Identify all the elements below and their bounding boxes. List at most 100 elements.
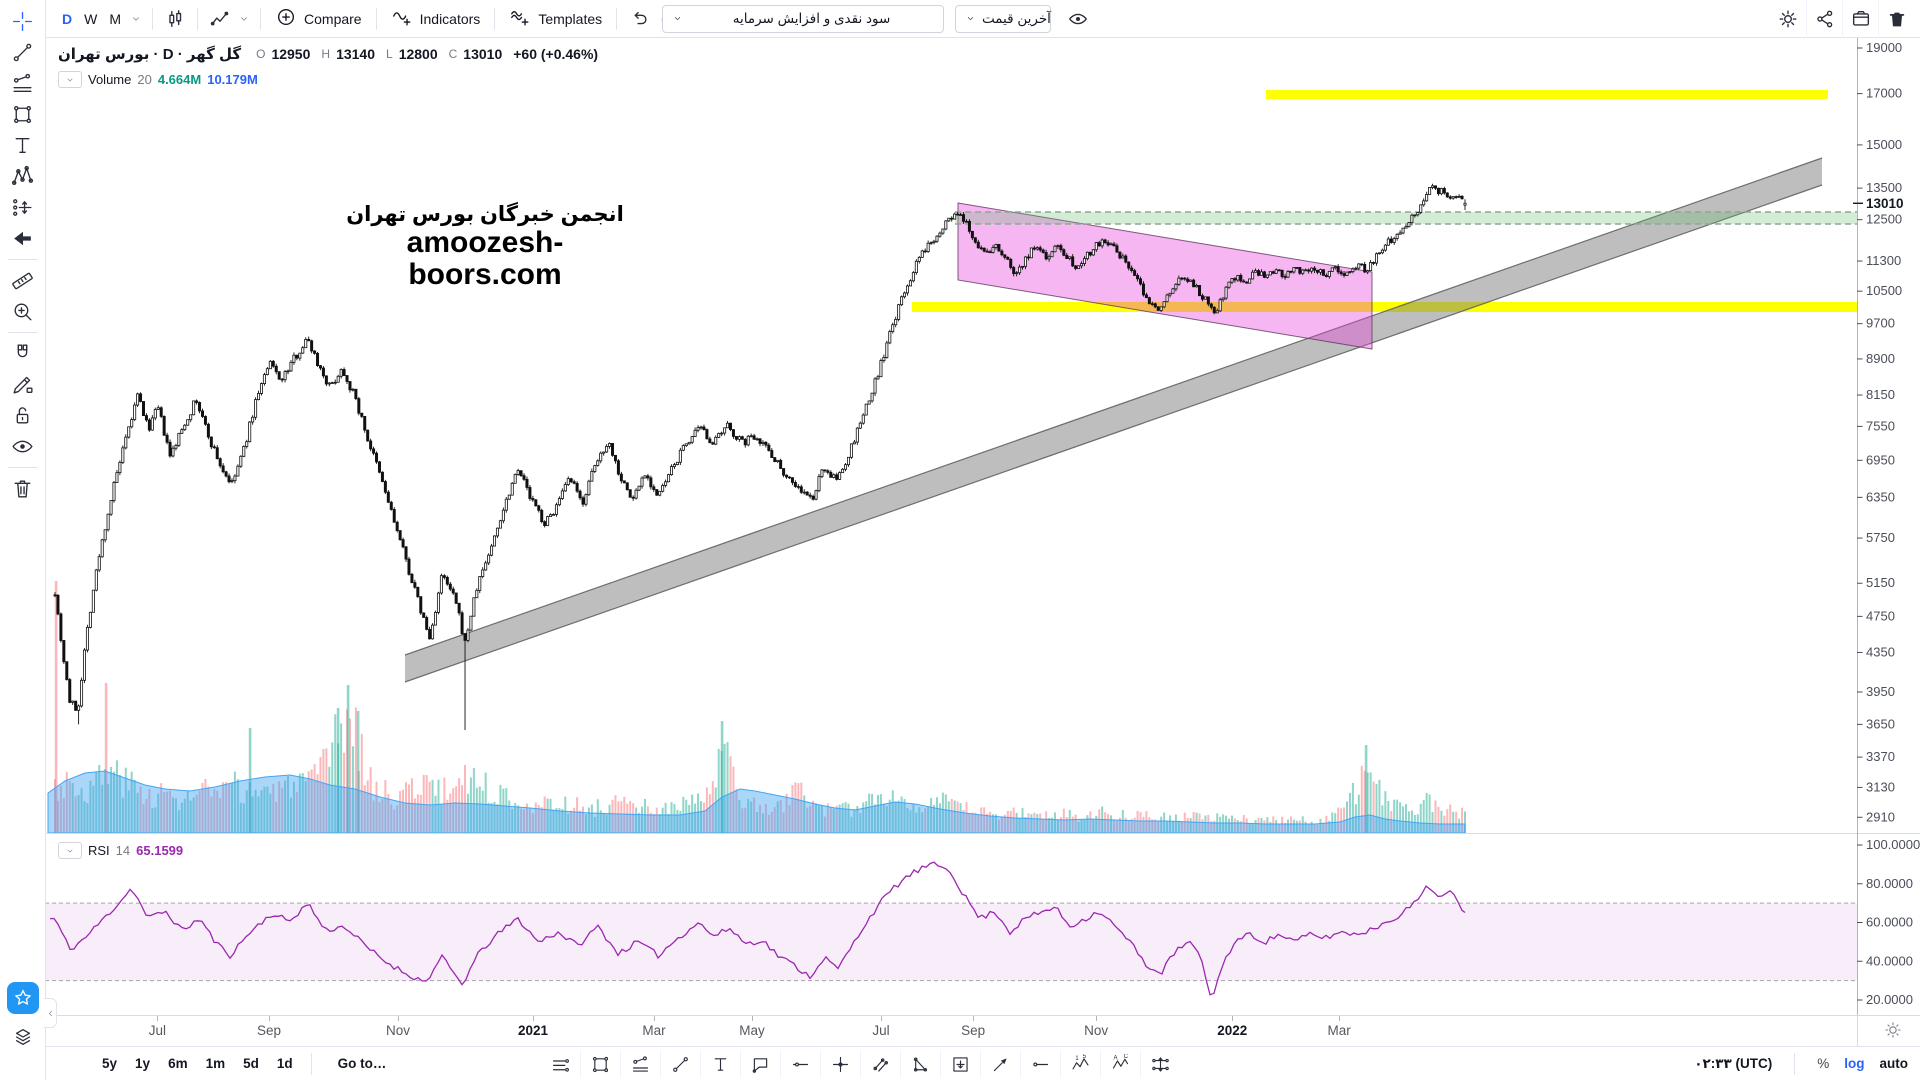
tool-lock-all-icon[interactable] [6,400,40,431]
tool-fib-retracement-icon[interactable] [6,68,40,99]
favorite-tool-parallel-channel-icon[interactable] [860,1050,900,1078]
tool-arrows-marker-icon[interactable] [6,223,40,254]
time-tick [157,1016,159,1021]
symbol-title[interactable]: گل گهر · D · بورس تهران [58,46,242,63]
divider [616,7,618,30]
favorite-tool-horizontal-ray-icon[interactable] [780,1050,820,1078]
price-axis[interactable]: 19000 17000 15000 13500 12500 11300 10500 9700 8… [45,38,1920,1015]
price-mode-dropdown[interactable]: آخرین قیمت [955,5,1051,33]
chart-style-chevron-icon[interactable] [235,0,253,38]
time-label-Nov: Nov [385,1023,410,1038]
favorite-tool-fib-retracement-icon[interactable] [620,1050,660,1078]
share-button[interactable] [1806,0,1842,38]
divider [152,7,154,30]
tool-magnet-icon[interactable] [6,338,40,369]
range-1m-button[interactable]: 1m [199,1052,233,1075]
visibility-eye-button[interactable] [1063,0,1093,38]
svg-text:3950: 3950 [1866,684,1895,699]
volume-collapse-chevron[interactable] [58,71,82,88]
timeframe-monthly-button[interactable]: M [103,0,127,38]
time-tick [752,1016,754,1021]
clock-utc[interactable]: ۰۲:۳۳ (UTC) [1694,1055,1773,1071]
compare-button[interactable]: Compare [268,0,369,38]
tool-text-tool-icon[interactable] [6,130,40,161]
tool-projection-icon[interactable] [6,192,40,223]
rsi-legend[interactable]: RSI 14 65.1599 [58,842,183,859]
panel-toggle-icon[interactable] [1878,0,1914,38]
tool-shapes-rectangle-icon[interactable] [6,99,40,130]
range-6m-button[interactable]: 6m [161,1052,195,1075]
favorite-tool-ray-icon[interactable] [1020,1050,1060,1078]
line-tool-icon[interactable] [205,0,235,38]
indicators-button[interactable]: Indicators [384,0,488,38]
auto-scale-button[interactable]: auto [1879,1056,1909,1071]
adjustments-dropdown[interactable]: سود نقدی و افزایش سرمایه [662,5,944,33]
time-label-Sep: Sep [256,1023,281,1038]
volume-series [54,581,1466,833]
tool-hide-all-icon[interactable] [6,431,40,462]
tool-drawing-mode-icon[interactable] [6,369,40,400]
gray-trend-channel [405,158,1822,682]
favorites-star-button[interactable] [7,982,39,1014]
favorite-tool-rectangle-icon[interactable] [580,1050,620,1078]
svg-text:6950: 6950 [1866,452,1895,467]
timeframe-weekly-button[interactable]: W [78,0,103,38]
favorite-tool-cross-line-icon[interactable] [820,1050,860,1078]
green-breakout-zone [955,212,1857,224]
favorite-tool-callout-icon[interactable] [740,1050,780,1078]
chevron-down-icon [965,12,976,27]
goto-date-button[interactable]: Go to… [331,1052,394,1075]
favorite-tool-text-tool-icon[interactable] [700,1050,740,1078]
range-5d-button[interactable]: 5d [236,1052,266,1075]
tool-crosshair-icon[interactable] [6,6,40,37]
percent-scale-button[interactable]: % [1817,1056,1830,1071]
tool-ruler-icon[interactable] [6,265,40,296]
svg-text:20.0000: 20.0000 [1866,992,1913,1007]
theme-sun-icon[interactable] [1883,1020,1903,1045]
favorite-tool-date-price-range-icon[interactable] [940,1050,980,1078]
volume-value: 4.664M [157,72,202,87]
divider [197,7,199,30]
tool-trend-line-icon[interactable] [6,37,40,68]
range-5y-button[interactable]: 5y [95,1052,124,1075]
favorite-tool-long-position-icon[interactable] [1140,1050,1180,1078]
collapse-sidebar-tab[interactable] [44,998,57,1028]
chart-style-candles-icon[interactable] [160,0,190,38]
time-tick [1096,1016,1098,1021]
snapshot-camera-button[interactable] [1842,0,1878,38]
templates-icon [509,6,531,31]
tool-xabcd-pattern-icon[interactable] [6,161,40,192]
time-label-Jul: Jul [872,1023,890,1038]
top-toolbar: D W M Compare Indicators Templates سو [46,0,1920,38]
time-tick [1232,1016,1234,1021]
object-tree-icon[interactable] [7,1022,39,1052]
timeframe-daily-button[interactable]: D [56,0,78,38]
volume-legend[interactable]: Volume 20 4.664M 10.179M [58,71,258,88]
timeframe-menu-chevron-icon[interactable] [127,0,145,38]
log-scale-button[interactable]: log [1844,1056,1865,1071]
low-value: 12800 [398,46,438,62]
favorite-tool-trend-line-icon[interactable] [660,1050,700,1078]
favorite-tool-horizontal-line-icon[interactable] [540,1050,580,1078]
favorite-tool-arrow-marker-icon[interactable] [980,1050,1020,1078]
range-1y-button[interactable]: 1y [128,1052,157,1075]
favorite-tool-triangle-icon[interactable] [900,1050,940,1078]
svg-text:19000: 19000 [1866,40,1902,55]
indicators-icon [391,6,413,31]
chart-canvas[interactable]: 19000 17000 15000 13500 12500 11300 10500 9700 8… [45,38,1920,1015]
templates-button[interactable]: Templates [502,0,609,38]
range-1d-button[interactable]: 1d [270,1052,300,1075]
tool-remove-all-icon[interactable] [6,473,40,504]
undo-button[interactable] [624,0,654,38]
tool-zoom-in-icon[interactable] [6,296,40,327]
volume-label: Volume [88,72,132,87]
divider [7,259,38,260]
volume-period: 20 [137,72,152,87]
time-label-2022: 2022 [1217,1023,1248,1038]
time-axis[interactable]: Jul Sep Nov 2021 Mar May Jul Sep Nov 2022 Mar [45,1015,1920,1046]
rsi-collapse-chevron[interactable] [58,842,82,859]
settings-gear-button[interactable] [1770,0,1806,38]
